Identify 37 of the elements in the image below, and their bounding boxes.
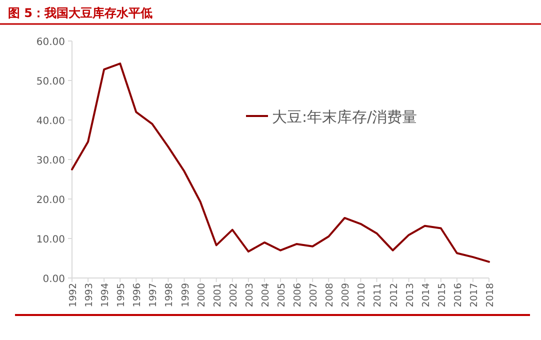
- x-tick-label: 2003: [244, 283, 256, 308]
- y-tick-label: 50.00: [36, 76, 65, 88]
- legend: 大豆:年末库存/消费量: [246, 108, 418, 126]
- x-tick-label: 2015: [436, 283, 448, 308]
- x-tick-label: 2007: [308, 283, 320, 308]
- y-tick-label: 10.00: [36, 234, 65, 246]
- x-tick-label: 2000: [196, 283, 208, 308]
- x-tick-label: 1995: [116, 283, 128, 308]
- x-tick-label: 1999: [180, 283, 192, 308]
- x-tick-label: 1997: [148, 283, 160, 308]
- x-tick-label: 2009: [340, 283, 352, 308]
- x-tick-label: 1993: [84, 283, 96, 308]
- x-tick-label: 1996: [132, 283, 144, 308]
- y-tick-label: 60.00: [36, 37, 65, 48]
- x-tick-label: 1992: [68, 283, 79, 308]
- y-tick-label: 20.00: [36, 195, 65, 206]
- legend-label: 大豆:年末库存/消费量: [272, 108, 418, 126]
- x-tick-label: 2011: [372, 283, 384, 308]
- y-tick-label: 40.00: [36, 116, 65, 127]
- y-tick-label: 30.00: [36, 156, 65, 166]
- x-tick-label: 2018: [485, 283, 496, 308]
- x-tick-label: 2017: [468, 283, 480, 308]
- chart-title: 图 5：我国大豆库存水平低: [8, 6, 153, 20]
- x-tick-label: 2002: [228, 283, 240, 308]
- x-tick-label: 2013: [404, 283, 416, 308]
- y-tick-label: 0.00: [42, 274, 65, 285]
- x-tick-label: 2001: [212, 283, 224, 308]
- x-tick-label: 1998: [164, 283, 176, 308]
- x-tick-label: 2006: [292, 283, 304, 308]
- x-tick-label: 2010: [356, 283, 368, 308]
- x-tick-label: 1994: [100, 283, 112, 308]
- x-tick-label: 2005: [276, 283, 288, 308]
- x-tick-label: 2014: [420, 283, 432, 308]
- x-tick-label: 2012: [388, 283, 400, 308]
- x-tick-label: 2016: [452, 283, 464, 308]
- x-tick-label: 2004: [260, 283, 272, 308]
- x-tick-label: 2008: [324, 283, 336, 308]
